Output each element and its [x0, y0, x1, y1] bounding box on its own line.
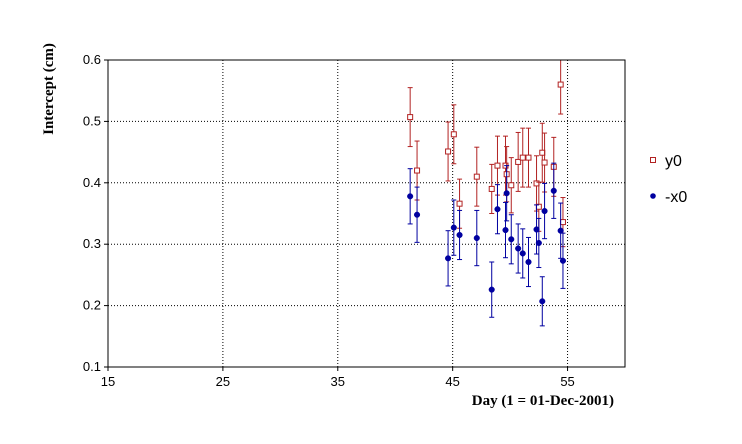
- x-tick-label: 45: [445, 374, 459, 389]
- y-tick-label: 0.1: [83, 359, 101, 374]
- data-point: [414, 167, 421, 174]
- x-tick-label: 55: [560, 374, 574, 389]
- data-point: [559, 219, 566, 226]
- data-point: [515, 158, 522, 165]
- data-point: [535, 239, 542, 247]
- y-tick-label: 0.4: [83, 175, 101, 190]
- plot-area: [107, 59, 626, 368]
- data-point: [559, 257, 567, 264]
- y-tick-label: 0.6: [83, 52, 101, 67]
- data-point: [456, 231, 463, 239]
- plot-border: [107, 59, 626, 368]
- data-point: [515, 245, 522, 252]
- data-point: [494, 206, 501, 213]
- data-point: [407, 193, 414, 200]
- legend-marker: [650, 157, 656, 163]
- data-point: [450, 224, 457, 231]
- data-point: [533, 226, 540, 233]
- data-point: [508, 182, 515, 189]
- x-axis-title: Day (1 = 01-Dec-2001): [472, 393, 614, 409]
- grid-lines: [108, 60, 625, 367]
- series-layer: [407, 59, 567, 327]
- data-point: [494, 162, 501, 169]
- data-point: [488, 286, 495, 293]
- data-point: [502, 227, 509, 234]
- data-point: [473, 173, 480, 180]
- data-point: [414, 211, 421, 218]
- data-point: [525, 258, 532, 266]
- data-point: [539, 149, 546, 156]
- y-tick-label: 0.3: [83, 236, 101, 251]
- data-point: [533, 180, 540, 187]
- x-tick-label: 25: [216, 374, 230, 389]
- legend: y0 -x0: [650, 153, 687, 206]
- legend-marker: [650, 193, 656, 199]
- data-point: [525, 154, 532, 161]
- y-tick-label: 0.5: [83, 113, 101, 128]
- data-point: [508, 236, 515, 243]
- y-axis-ticks: 0.1 0.2 0.3 0.4 0.5 0.6: [83, 52, 108, 374]
- data-point: [519, 154, 526, 161]
- series--x0: [407, 162, 567, 327]
- data-point: [473, 235, 480, 242]
- data-point: [539, 298, 546, 305]
- y-tick-label: 0.2: [83, 298, 101, 313]
- y-axis-title: Intercept (cm): [41, 43, 57, 135]
- data-point: [450, 131, 457, 138]
- data-point: [541, 207, 548, 215]
- data-point: [456, 200, 463, 207]
- data-point: [503, 190, 510, 197]
- x-tick-label: 15: [101, 374, 115, 389]
- legend-label: y0: [665, 153, 682, 170]
- x-tick-label: 35: [331, 374, 345, 389]
- data-point: [550, 187, 557, 194]
- data-point: [557, 81, 564, 88]
- data-point: [445, 148, 452, 155]
- x-axis-ticks: 15 25 35 45 55: [101, 367, 575, 389]
- data-point: [519, 250, 526, 257]
- data-point: [407, 114, 414, 121]
- data-point: [488, 185, 495, 192]
- legend-label: -x0: [665, 189, 687, 206]
- data-point: [541, 159, 548, 166]
- data-point: [445, 255, 452, 262]
